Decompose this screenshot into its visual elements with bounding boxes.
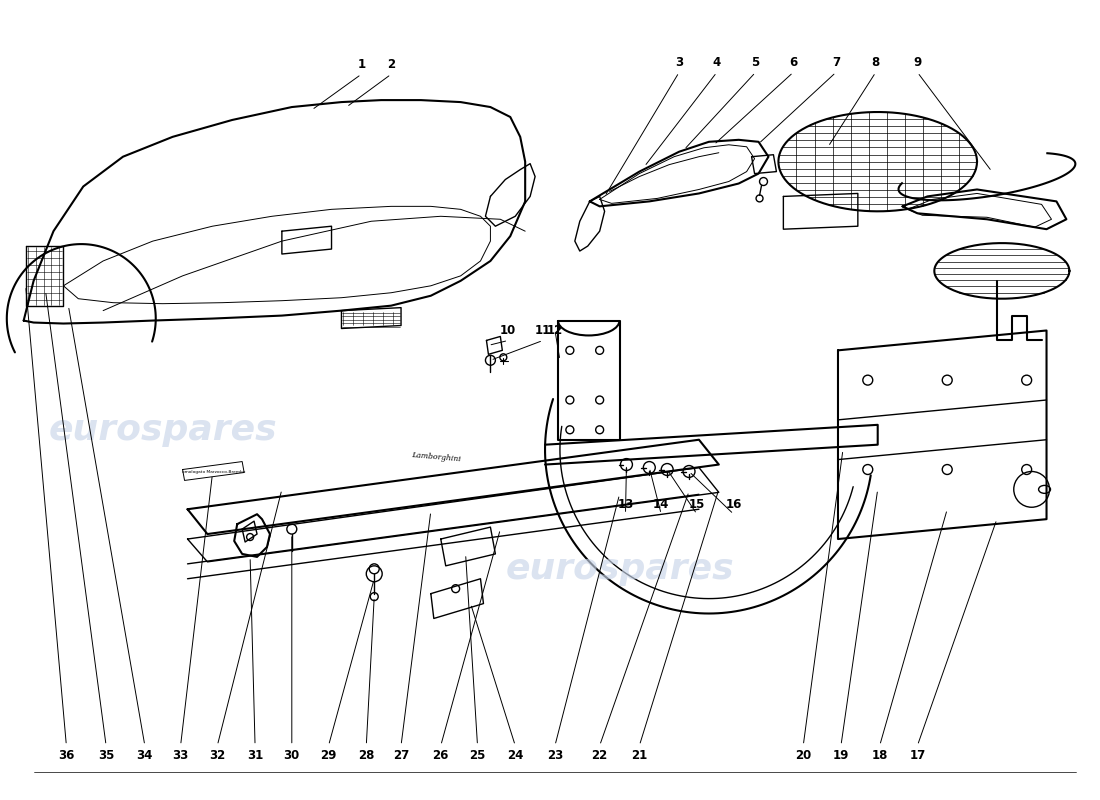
Text: 7: 7 — [832, 56, 840, 69]
Text: 19: 19 — [833, 749, 849, 762]
Text: 15: 15 — [689, 498, 705, 510]
Text: 25: 25 — [470, 749, 486, 762]
Text: 34: 34 — [136, 749, 153, 762]
Text: 27: 27 — [393, 749, 409, 762]
Text: 1: 1 — [358, 58, 365, 71]
Text: 30: 30 — [284, 749, 300, 762]
Text: 32: 32 — [209, 749, 226, 762]
Text: 3: 3 — [675, 56, 683, 69]
Text: 21: 21 — [631, 749, 648, 762]
Text: 18: 18 — [871, 749, 888, 762]
Text: 8: 8 — [871, 56, 880, 69]
Text: eurospares: eurospares — [48, 413, 277, 446]
Text: 10: 10 — [500, 324, 516, 337]
Text: 13: 13 — [617, 498, 634, 510]
Text: 9: 9 — [913, 56, 922, 69]
Text: omologato Marzocco-Brembo: omologato Marzocco-Brembo — [182, 470, 245, 474]
Text: Lamborghini: Lamborghini — [410, 451, 461, 464]
Text: 26: 26 — [432, 749, 449, 762]
Text: 6: 6 — [789, 56, 797, 69]
Text: 35: 35 — [98, 749, 114, 762]
Text: 29: 29 — [320, 749, 337, 762]
Text: 12: 12 — [547, 324, 563, 337]
Text: 20: 20 — [795, 749, 812, 762]
Text: 16: 16 — [726, 498, 741, 510]
Text: 24: 24 — [507, 749, 524, 762]
Text: 23: 23 — [547, 749, 563, 762]
Text: 4: 4 — [713, 56, 721, 69]
Text: 31: 31 — [246, 749, 263, 762]
Text: 2: 2 — [387, 58, 395, 71]
Text: 28: 28 — [359, 749, 374, 762]
Text: eurospares: eurospares — [505, 552, 734, 586]
Text: 36: 36 — [58, 749, 75, 762]
Text: 22: 22 — [592, 749, 608, 762]
Text: 5: 5 — [751, 56, 760, 69]
Text: 11: 11 — [535, 324, 551, 337]
Text: 17: 17 — [910, 749, 925, 762]
Text: 33: 33 — [173, 749, 189, 762]
Text: 14: 14 — [653, 498, 670, 510]
